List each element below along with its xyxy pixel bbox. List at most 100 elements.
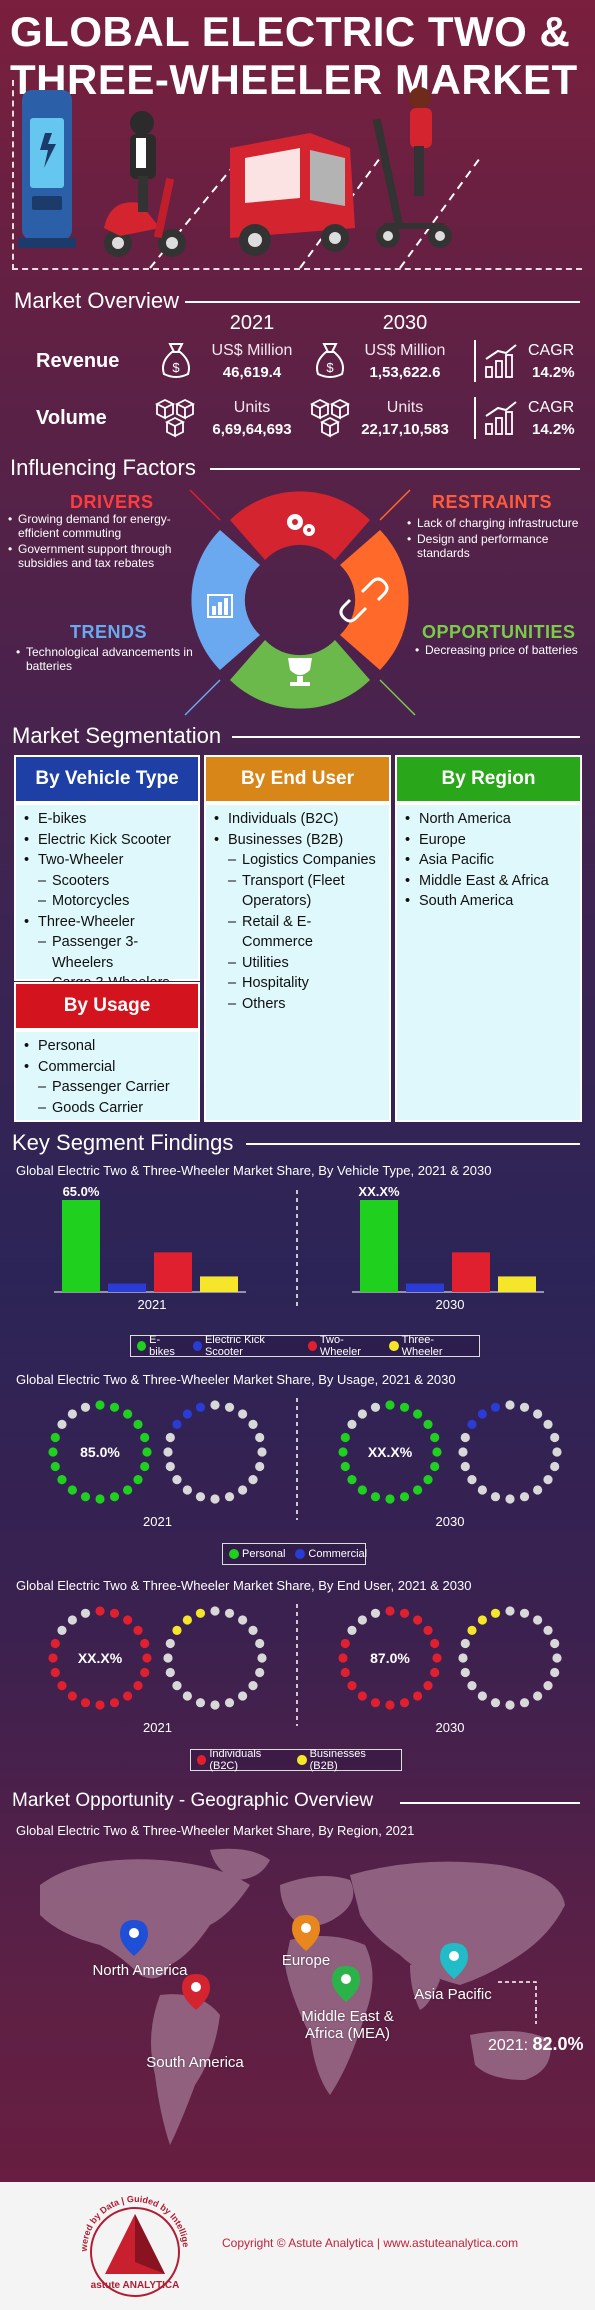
ring-dot [370, 1492, 381, 1502]
trophy-icon [288, 658, 312, 686]
overview-year-2021: 2021 [229, 312, 275, 334]
ring-dot [432, 1653, 442, 1663]
ring-dot [257, 1653, 267, 1663]
ring-dot [172, 1419, 182, 1429]
ring-dot [413, 1485, 423, 1495]
footer: Powered by Data | Guided by Intelligence… [0, 2182, 595, 2310]
ring-dot [340, 1432, 350, 1443]
ring-dot [172, 1625, 182, 1635]
money-bag-icon: $ [316, 343, 344, 378]
ring-value-label: 87.0% [370, 1650, 410, 1666]
growth-chart-icon [485, 344, 517, 378]
ring-dot [109, 1608, 120, 1618]
trend-item: Technological advancements in batteries [16, 645, 196, 673]
x-tick-label: 2030 [436, 1720, 465, 1735]
list-item: – Utilities [228, 954, 289, 971]
ring-dot [195, 1402, 206, 1412]
ring-dot [109, 1492, 120, 1502]
legend-item: E-bikes [137, 1334, 183, 1358]
bar-three-wheeler [200, 1276, 238, 1292]
ring-dot [505, 1400, 515, 1410]
ring-value-label: XX.X% [78, 1650, 123, 1666]
ring-dot [195, 1608, 206, 1618]
ring-dot [255, 1432, 265, 1443]
ring-dot [357, 1615, 367, 1625]
ring-dot [80, 1402, 91, 1412]
list-item: • Commercial [24, 1058, 116, 1075]
map-label-mea: Middle East & Africa (MEA) [301, 2008, 394, 2042]
ring-dot [163, 1653, 173, 1663]
market-overview-heading: Market Overview [14, 288, 180, 313]
ring-dot [50, 1461, 60, 1472]
ring-dot [543, 1475, 553, 1485]
world-map [40, 1848, 565, 2145]
copyright-text: Copyright © Astute Analytica | www.astut… [222, 2236, 519, 2250]
map-label-north-america: North America [92, 1962, 188, 1979]
revenue-unit-2021: US$ Million [211, 342, 293, 359]
legend-item: Commercial [295, 1548, 367, 1560]
bar-e-bikes [62, 1200, 100, 1292]
list-item: • Electric Kick Scooter [24, 831, 171, 848]
ring-dot [248, 1625, 258, 1635]
map-pin-icon [440, 1943, 468, 1979]
ring-dot [467, 1625, 477, 1635]
ring-dot [140, 1667, 150, 1678]
vehicle-type-bar-chart: 65.0% 2021 XX.X% 2030 [54, 1184, 544, 1312]
region-list: • North America • Europe • Asia Pacific • Mi… [395, 803, 582, 1122]
list-item: • Two-Wheeler [24, 852, 124, 868]
vehicle-chart-legend: E-bikes Electric Kick Scooter Two-Wheele… [130, 1334, 480, 1358]
ring-dot [430, 1638, 440, 1649]
ring-dot [255, 1638, 265, 1649]
driver-item: Growing demand for energy-efficient comm… [8, 512, 188, 540]
ring-dot [340, 1638, 350, 1649]
ring-dot [543, 1681, 553, 1691]
volume-cagr-value: 14.2% [532, 421, 575, 438]
ring-dot [48, 1653, 58, 1663]
ring-dot [477, 1409, 487, 1419]
ring-dot [533, 1485, 543, 1495]
ring-dot [460, 1461, 470, 1472]
volume-value-2021: 6,69,64,693 [212, 421, 292, 438]
hero-illustration-frame [12, 80, 582, 270]
growth-chart-icon [485, 401, 517, 435]
ring-dot [133, 1475, 143, 1485]
ring-dot [460, 1432, 470, 1443]
legend-item: Electric Kick Scooter [192, 1334, 298, 1358]
volume-value-2030: 22,17,10,583 [361, 421, 449, 438]
ring-dot [123, 1691, 133, 1701]
bar-electric-kick-scooter [406, 1283, 444, 1292]
ring-dot [519, 1608, 530, 1618]
ring-dot [477, 1615, 487, 1625]
ring-dot [550, 1667, 560, 1678]
ring-dot [165, 1432, 175, 1443]
map-pin-icon [292, 1915, 320, 1951]
ring-dot [255, 1667, 265, 1678]
kick-scooter-rider-icon [372, 87, 452, 248]
ring-dot [140, 1432, 150, 1443]
ring-dot [133, 1625, 143, 1635]
ring-dot [399, 1698, 410, 1708]
ring-dot [550, 1461, 560, 1472]
map-pin-icon [182, 1974, 210, 2010]
revenue-label: Revenue [36, 350, 120, 372]
ring-dot [255, 1461, 265, 1472]
section-divider [232, 736, 580, 738]
ring-dot [95, 1606, 105, 1616]
x-tick-label: 2021 [138, 1297, 167, 1312]
ring-dot [423, 1625, 433, 1635]
ring-dot [357, 1409, 367, 1419]
bar-data-label: XX.X% [358, 1184, 400, 1199]
x-tick-label: 2021 [143, 1514, 172, 1529]
trends-title: TRENDS [70, 622, 148, 642]
page-title: GLOBAL ELECTRIC TWO & THREE-WHEELER MARK… [10, 8, 585, 104]
enduser-ring-charts: XX.X% 2021 87.0% 2030 [48, 1604, 562, 1735]
ring-dot [550, 1432, 560, 1443]
vehicle-chart-subtitle: Global Electric Two & Three-Wheeler Mark… [16, 1163, 492, 1178]
list-item: • Individuals (B2C) [214, 811, 339, 827]
broken-chain-icon [339, 577, 389, 623]
ring-value-label: 85.0% [80, 1444, 120, 1460]
ring-dot [224, 1492, 235, 1502]
ring-dot [165, 1461, 175, 1472]
revenue-value-2030: 1,53,622.6 [369, 364, 441, 381]
ring-dot [142, 1653, 152, 1663]
